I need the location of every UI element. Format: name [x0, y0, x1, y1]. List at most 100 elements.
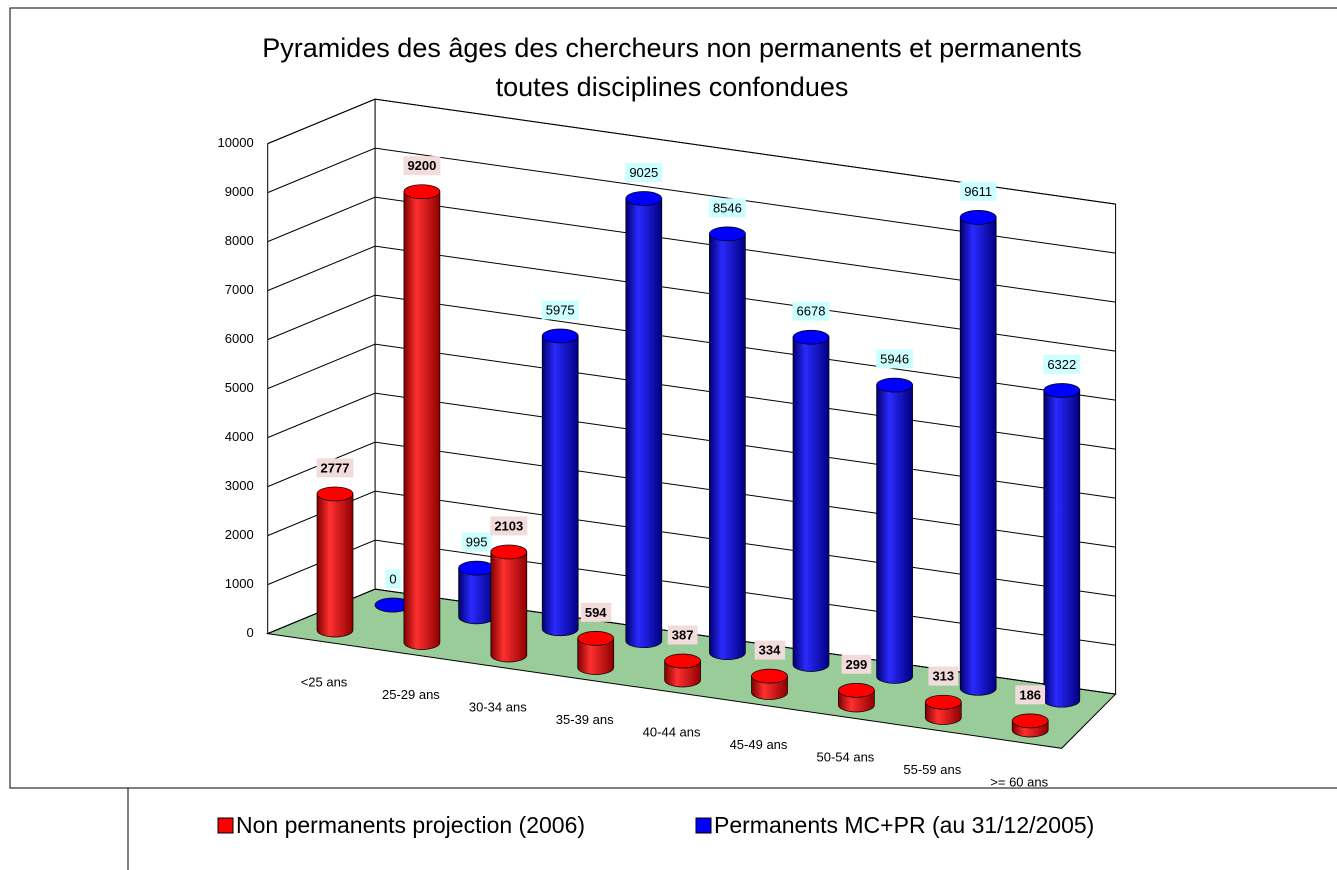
y-tick-label: 0	[246, 625, 253, 640]
value-label-box	[841, 654, 872, 674]
cylinder-top	[625, 191, 663, 206]
value-label-box	[461, 532, 492, 552]
cylinder-top	[458, 560, 495, 576]
cylinder	[664, 660, 701, 688]
y-tick-label: 10000	[218, 135, 254, 150]
y-tick-label: 8000	[225, 233, 254, 248]
value-label-box	[708, 198, 746, 218]
x-tick-label: 45-49 ans	[730, 737, 788, 752]
value-label-box	[960, 181, 997, 201]
cylinder-top	[1011, 713, 1049, 729]
value-label: 186	[1019, 687, 1041, 702]
cylinder-top	[751, 668, 788, 684]
legend-label: Non permanents projection (2006)	[236, 812, 585, 838]
cylinder	[1043, 390, 1081, 708]
x-tick-label: 50-54 ans	[816, 749, 874, 764]
cylinder-top	[876, 377, 913, 393]
value-label: 6322	[1047, 357, 1076, 372]
legend-swatch	[217, 817, 234, 834]
value-label: 299	[846, 657, 868, 672]
value-label: 995	[466, 535, 488, 550]
cylinder-top	[709, 226, 746, 242]
grid-line	[267, 343, 1116, 450]
cylinder	[490, 551, 528, 663]
grid-line	[267, 147, 1116, 254]
grid-line	[267, 441, 1116, 548]
cylinder	[792, 336, 830, 672]
grid-line	[267, 539, 1116, 646]
value-label-box	[792, 301, 830, 321]
legend-swatch	[695, 817, 712, 834]
chart-frame	[9, 7, 1337, 789]
y-tick-label: 6000	[225, 331, 254, 346]
value-label-box	[385, 569, 401, 589]
value-label-box	[876, 349, 914, 369]
cylinder	[577, 638, 615, 675]
value-label: 0	[389, 571, 396, 586]
grid-line	[267, 392, 1116, 499]
cylinder-top	[1043, 383, 1081, 398]
y-tick-label: 4000	[225, 429, 254, 444]
value-label-box	[928, 666, 959, 686]
value-label: 9611	[964, 184, 992, 199]
chart-subtitle: toutes disciplines confondues	[496, 72, 849, 102]
x-tick-label: <25 ans	[301, 674, 348, 689]
value-label: 9025	[629, 165, 658, 180]
x-tick-label: 40-44 ans	[643, 724, 701, 739]
value-label: 6678	[797, 304, 826, 319]
y-tick-label: 3000	[225, 478, 254, 493]
y-tick-label: 1000	[225, 576, 254, 591]
cylinder-top	[541, 328, 579, 344]
value-label: 334	[759, 643, 781, 658]
value-label-box	[316, 458, 354, 478]
cylinder-top	[664, 653, 701, 669]
value-label-box	[580, 602, 612, 622]
cylinder-top	[792, 329, 830, 345]
value-label: 5975	[546, 302, 575, 317]
value-label: 2777	[321, 460, 350, 475]
cylinder-top	[403, 184, 441, 200]
value-label: 313	[932, 669, 954, 684]
y-tick-label: 9000	[225, 184, 254, 199]
cylinder-top	[959, 210, 997, 225]
y-tick-label: 5000	[225, 380, 254, 395]
value-label-box	[754, 640, 786, 660]
value-label-box	[1015, 685, 1046, 705]
cylinder	[625, 198, 663, 649]
x-tick-label: 55-59 ans	[903, 762, 961, 777]
grid-line	[267, 294, 1116, 401]
chart-title: Pyramides des âges des chercheurs non pe…	[262, 33, 1081, 63]
cylinder	[876, 384, 913, 684]
cylinder	[709, 233, 746, 660]
value-label: 2103	[494, 518, 523, 533]
cylinder	[316, 493, 354, 638]
grid-line	[267, 245, 1116, 352]
x-tick-label: >= 60 ans	[990, 774, 1048, 789]
value-label-box	[667, 625, 698, 645]
value-label-box	[541, 300, 579, 320]
cylinder-top	[490, 544, 528, 560]
cylinder-top	[577, 631, 615, 646]
cylinder	[959, 217, 997, 696]
x-tick-label: 25-29 ans	[382, 687, 440, 702]
legend-label: Permanents MC+PR (au 31/12/2005)	[714, 812, 1094, 838]
cylinder	[403, 191, 441, 650]
value-label-box	[1043, 354, 1081, 374]
grid-line	[267, 196, 1116, 303]
value-label: 594	[585, 605, 607, 620]
value-label: 5946	[880, 351, 909, 366]
x-tick-label: 30-34 ans	[469, 699, 527, 714]
grid-line	[267, 490, 1116, 597]
y-tick-label: 7000	[225, 282, 254, 297]
value-label-box	[625, 162, 663, 182]
cylinder	[541, 335, 579, 637]
value-label-box	[403, 156, 441, 176]
cylinder	[458, 567, 495, 625]
cylinder-top	[316, 486, 354, 502]
cylinder-top	[924, 694, 962, 710]
value-label: 387	[672, 627, 694, 642]
x-tick-label: 35-39 ans	[556, 712, 614, 727]
y-tick-label: 2000	[225, 527, 254, 542]
grid-line	[267, 98, 1116, 205]
